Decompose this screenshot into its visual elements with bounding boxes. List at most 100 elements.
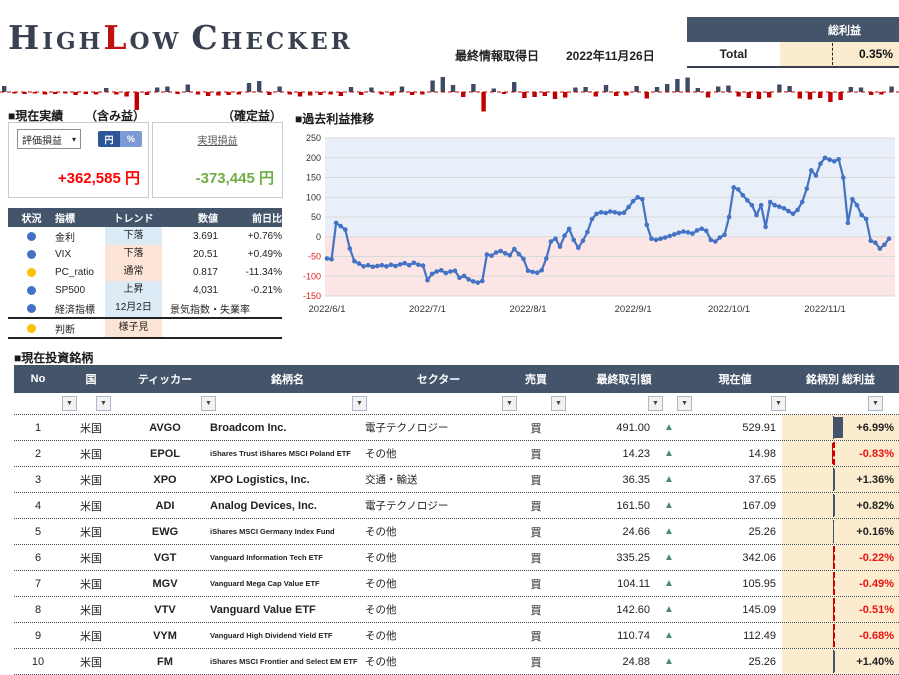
sparkline-bar (400, 87, 404, 93)
cell-sector: 交通・輸送 (365, 472, 512, 487)
profit-databar (833, 495, 834, 516)
realized-profit-link[interactable]: 実現損益 (153, 132, 282, 147)
cell-sector: 電子テクノロジー (365, 498, 512, 513)
data-point (448, 269, 453, 274)
status-indicator-label: VIX (55, 249, 105, 260)
data-point (329, 257, 334, 262)
y-axis-tick: -150 (303, 291, 321, 301)
realized-panel: 実現損益 -373,445 円 (152, 122, 283, 198)
data-point (878, 246, 883, 251)
filter-dropdown-button[interactable]: ▼ (62, 396, 77, 411)
filter-dropdown-button[interactable]: ▼ (677, 396, 692, 411)
app-title-part: C (191, 18, 220, 57)
sparkline-bar (563, 92, 567, 98)
cell-side: 買 (512, 420, 560, 436)
sparkline-bar (838, 92, 842, 100)
cell-profit: +1.36% (782, 467, 899, 492)
cell-sector: その他 (365, 576, 512, 591)
cell-last-price: 110.74 (560, 630, 650, 642)
data-point (581, 238, 586, 243)
profit-databar (833, 651, 835, 672)
status-dot (27, 286, 36, 295)
cell-profit: -0.51% (782, 597, 899, 622)
cell-name: Vanguard Value ETF (210, 604, 365, 616)
cell-name: iShares Trust iShares MSCI Poland ETF (210, 449, 365, 458)
data-point (466, 277, 471, 282)
data-point (389, 263, 394, 268)
filter-dropdown-button[interactable]: ▼ (551, 396, 566, 411)
sparkline-bar (859, 88, 863, 93)
y-axis-tick: 150 (306, 173, 321, 183)
chevron-down-icon: ▼ (66, 400, 73, 407)
data-point (398, 262, 403, 267)
cell-country: 米国 (62, 550, 120, 566)
y-axis-tick: 0 (316, 232, 321, 242)
profit-history-title: ■過去利益推移 (295, 110, 374, 127)
status-note: 景気指数・失業率 (170, 301, 250, 316)
data-point (622, 210, 627, 215)
chevron-down-icon: ▼ (681, 400, 688, 407)
filter-dropdown-button[interactable]: ▼ (502, 396, 517, 411)
data-point (412, 261, 417, 266)
filter-dropdown-button[interactable]: ▼ (648, 396, 663, 411)
cell-country: 米国 (62, 602, 120, 618)
data-point (348, 246, 353, 251)
sparkline-bar (257, 81, 261, 92)
cell-sector: その他 (365, 602, 512, 617)
data-point (626, 205, 631, 210)
data-point (709, 238, 714, 243)
filter-dropdown-button[interactable]: ▼ (96, 396, 111, 411)
total-profit-box: 総利益 Total 0.35% (687, 17, 899, 68)
cell-last-price: 335.25 (560, 552, 650, 564)
cell-profit: -0.83% (782, 441, 899, 466)
sparkline-bar (808, 92, 812, 100)
data-point (658, 236, 663, 241)
sparkline-bar (512, 82, 516, 92)
cell-last-price: 161.50 (560, 500, 650, 512)
cell-side: 買 (512, 498, 560, 514)
chevron-down-icon: ▼ (872, 400, 879, 407)
status-col-header: トレンド (105, 210, 162, 225)
data-point (521, 257, 526, 262)
status-change: -11.34% (218, 267, 282, 278)
toggle-percent-button[interactable]: % (120, 131, 142, 147)
x-axis-tick: 2022/8/1 (510, 304, 547, 315)
filter-dropdown-button[interactable]: ▼ (771, 396, 786, 411)
data-point (485, 252, 490, 257)
cell-last-price: 14.23 (560, 448, 650, 460)
col-header-last-price: 最終取引額 (560, 371, 688, 387)
sparkline-bar (716, 87, 720, 93)
cell-country: 米国 (62, 498, 120, 514)
data-point (777, 204, 782, 209)
sparkline-bar (186, 85, 190, 93)
filter-dropdown-button[interactable]: ▼ (201, 396, 216, 411)
sparkline-bar (849, 87, 853, 92)
data-point (800, 200, 805, 205)
data-point (754, 213, 759, 218)
filter-dropdown-button[interactable]: ▼ (352, 396, 367, 411)
sparkline-bar (216, 92, 220, 96)
toggle-yen-button[interactable]: 円 (98, 131, 120, 147)
cell-side: 買 (512, 446, 560, 462)
cell-profit: -0.68% (782, 623, 899, 648)
sparkline-bar (451, 85, 455, 92)
valuation-dropdown[interactable]: 評価損益 ▾ (17, 129, 81, 149)
data-point (384, 264, 389, 269)
data-point (512, 247, 517, 252)
data-point (608, 209, 613, 214)
data-point (649, 236, 654, 241)
data-point (530, 270, 535, 275)
cell-name: iShares MSCI Frontier and Select EM ETF (210, 657, 365, 666)
sparkline-bar (155, 88, 159, 93)
cell-name: Vanguard High Dividend Yield ETF (210, 631, 365, 640)
sparkline-bar (583, 87, 587, 92)
status-row: 判断様子見 (8, 317, 282, 339)
data-point (498, 249, 503, 254)
status-trend: 12月2日 (105, 299, 162, 317)
profit-percent: -0.83% (859, 448, 894, 460)
chevron-down-icon: ▼ (555, 400, 562, 407)
cell-ticker: EPOL (120, 448, 210, 460)
filter-dropdown-button[interactable]: ▼ (868, 396, 883, 411)
x-axis-tick: 2022/7/1 (409, 304, 446, 315)
